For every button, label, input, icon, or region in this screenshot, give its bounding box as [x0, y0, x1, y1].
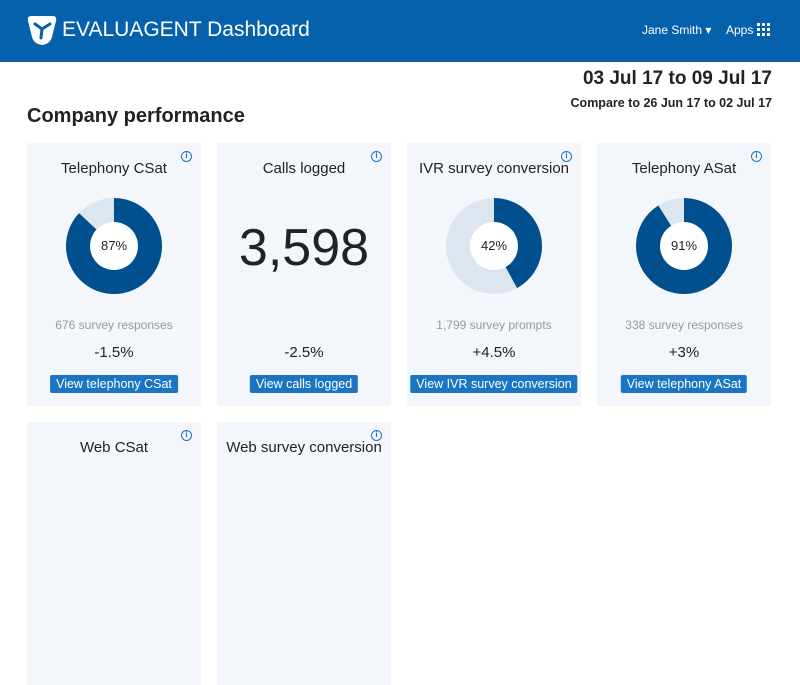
metric-card: Web survey conversion i [217, 422, 391, 685]
view-details-button[interactable]: View calls logged [249, 375, 359, 393]
donut-percent: 91% [670, 238, 698, 253]
metric-card: Telephony ASat i 91% 338 survey responses +3… [597, 143, 771, 406]
card-title: IVR survey conversion [418, 160, 570, 177]
apps-menu-label[interactable]: Apps [726, 23, 754, 37]
card-delta: +4.5% [472, 344, 516, 361]
card-delta: -2.5% [284, 344, 324, 361]
app-title: EVALUAGENT Dashboard [62, 18, 310, 41]
metric-card: Telephony CSat i 87% 676 survey responses -1… [27, 143, 201, 406]
metric-card: Calls logged i 3,598 -2.5% View calls logged [217, 143, 391, 406]
compare-range: Compare to 26 Jun 17 to 02 Jul 17 [570, 96, 772, 110]
card-subtext: 338 survey responses [625, 318, 743, 332]
user-name: Jane Smith [642, 23, 703, 37]
card-title: Calls logged [262, 160, 346, 177]
donut-hole [470, 222, 518, 270]
card-delta: +3% [668, 344, 700, 361]
donut-chart [636, 198, 732, 294]
donut-chart [66, 198, 162, 294]
card-delta: -1.5% [94, 344, 134, 361]
metric-card: IVR survey conversion i 42% 1,799 survey pr… [407, 143, 581, 406]
info-icon[interactable]: i [181, 430, 192, 441]
view-details-button[interactable]: View IVR survey conversion [410, 375, 578, 393]
donut-percent: 42% [480, 238, 508, 253]
donut-chart [446, 198, 542, 294]
user-menu[interactable]: Jane Smith ▾ [642, 23, 711, 37]
card-title: Web survey conversion [226, 439, 382, 456]
date-range[interactable]: 03 Jul 17 to 09 Jul 17 [582, 68, 772, 89]
card-title: Telephony ASat [631, 160, 737, 177]
card-subtext: 676 survey responses [55, 318, 173, 332]
page-title: Company performance [27, 105, 245, 127]
info-icon[interactable]: i [751, 151, 762, 162]
card-title: Web CSat [79, 439, 149, 456]
donut-hole [90, 222, 138, 270]
apps-grid-icon[interactable] [757, 23, 770, 36]
card-subtext: 1,799 survey prompts [436, 318, 552, 332]
info-icon[interactable]: i [371, 430, 382, 441]
caret-down-icon: ▾ [705, 23, 712, 37]
info-icon[interactable]: i [561, 151, 572, 162]
donut-hole [660, 222, 708, 270]
donut-percent: 87% [100, 238, 128, 253]
view-details-button[interactable]: View telephony CSat [50, 375, 178, 393]
top-header: EVALUAGENT Dashboard Jane Smith ▾ Apps [0, 0, 800, 62]
big-number: 3,598 [238, 219, 370, 277]
info-icon[interactable]: i [371, 151, 382, 162]
card-title: Telephony CSat [61, 160, 167, 177]
info-icon[interactable]: i [181, 151, 192, 162]
view-details-button[interactable]: View telephony ASat [620, 375, 748, 393]
evaluagent-logo-icon [27, 16, 57, 45]
metric-card: Web CSat i [27, 422, 201, 685]
